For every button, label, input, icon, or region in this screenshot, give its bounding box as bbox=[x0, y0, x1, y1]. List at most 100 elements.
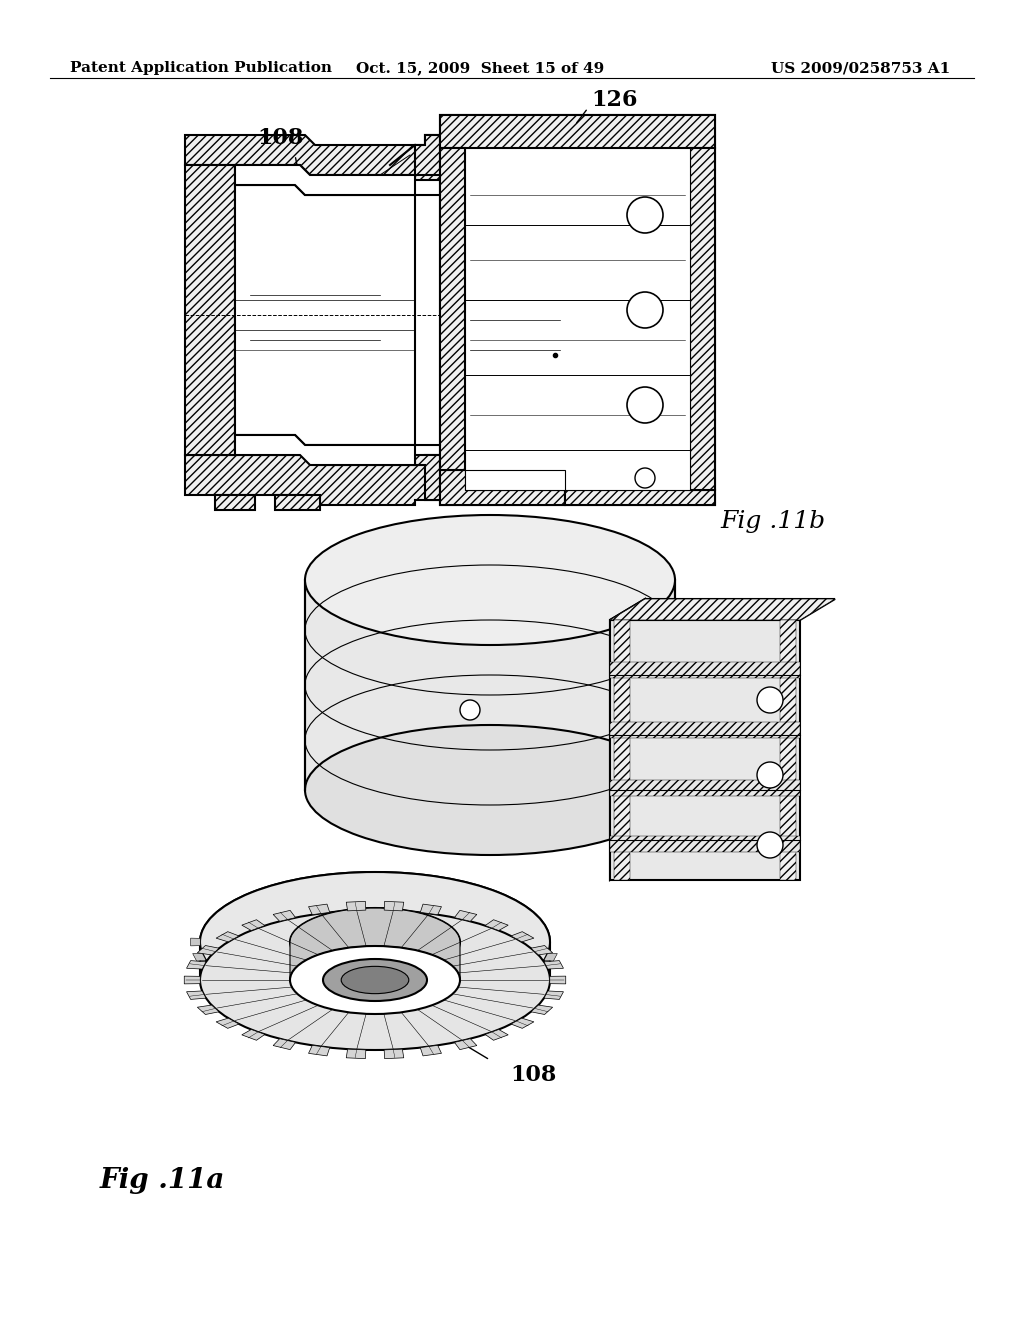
Polygon shape bbox=[544, 961, 563, 969]
Polygon shape bbox=[220, 981, 239, 989]
Polygon shape bbox=[614, 620, 630, 880]
Text: Fig .11b: Fig .11b bbox=[720, 510, 825, 533]
Polygon shape bbox=[184, 975, 201, 983]
Polygon shape bbox=[346, 902, 366, 911]
Polygon shape bbox=[610, 599, 835, 620]
Polygon shape bbox=[420, 1045, 441, 1056]
Polygon shape bbox=[440, 470, 565, 506]
Circle shape bbox=[635, 469, 655, 488]
Polygon shape bbox=[242, 920, 265, 931]
Polygon shape bbox=[384, 1011, 403, 1016]
Polygon shape bbox=[198, 945, 219, 954]
Circle shape bbox=[757, 832, 783, 858]
Polygon shape bbox=[234, 436, 415, 465]
Polygon shape bbox=[415, 455, 440, 500]
Polygon shape bbox=[308, 1045, 330, 1056]
Polygon shape bbox=[415, 135, 440, 176]
Polygon shape bbox=[186, 991, 206, 999]
Polygon shape bbox=[275, 495, 319, 510]
Polygon shape bbox=[465, 470, 565, 490]
Polygon shape bbox=[610, 599, 835, 620]
Text: US 2009/0258753 A1: US 2009/0258753 A1 bbox=[771, 61, 950, 75]
Polygon shape bbox=[384, 902, 403, 911]
Polygon shape bbox=[234, 165, 415, 195]
Polygon shape bbox=[455, 1001, 475, 1008]
Ellipse shape bbox=[200, 909, 550, 1049]
Text: Oct. 15, 2009  Sheet 15 of 49: Oct. 15, 2009 Sheet 15 of 49 bbox=[356, 61, 604, 75]
Polygon shape bbox=[274, 1001, 296, 1008]
Polygon shape bbox=[273, 911, 296, 921]
Polygon shape bbox=[193, 953, 206, 961]
Ellipse shape bbox=[323, 960, 427, 1001]
Polygon shape bbox=[610, 663, 800, 678]
Text: 108: 108 bbox=[510, 1064, 556, 1086]
Circle shape bbox=[757, 686, 783, 713]
Polygon shape bbox=[216, 932, 239, 942]
Polygon shape bbox=[530, 968, 548, 975]
Polygon shape bbox=[544, 991, 563, 999]
Polygon shape bbox=[216, 1018, 239, 1028]
Polygon shape bbox=[186, 961, 206, 969]
Polygon shape bbox=[420, 904, 441, 915]
Polygon shape bbox=[610, 780, 800, 796]
Polygon shape bbox=[308, 904, 330, 915]
Ellipse shape bbox=[341, 966, 409, 994]
Polygon shape bbox=[440, 115, 715, 148]
Circle shape bbox=[627, 292, 663, 327]
Polygon shape bbox=[485, 1030, 508, 1040]
Circle shape bbox=[627, 387, 663, 422]
Polygon shape bbox=[185, 455, 440, 506]
Polygon shape bbox=[610, 722, 800, 738]
Polygon shape bbox=[565, 490, 715, 506]
Polygon shape bbox=[198, 1005, 219, 1015]
Polygon shape bbox=[465, 148, 690, 490]
Polygon shape bbox=[610, 836, 800, 851]
Polygon shape bbox=[511, 932, 534, 942]
Polygon shape bbox=[550, 975, 565, 983]
Polygon shape bbox=[346, 1011, 366, 1016]
Polygon shape bbox=[420, 1007, 441, 1014]
Ellipse shape bbox=[290, 908, 460, 975]
Polygon shape bbox=[273, 1039, 296, 1049]
Text: 126: 126 bbox=[467, 599, 513, 620]
Polygon shape bbox=[200, 873, 550, 979]
Polygon shape bbox=[610, 599, 645, 880]
Polygon shape bbox=[245, 991, 265, 999]
Polygon shape bbox=[690, 148, 715, 490]
Polygon shape bbox=[290, 908, 460, 979]
Polygon shape bbox=[215, 495, 255, 510]
Polygon shape bbox=[234, 185, 415, 445]
Text: 126: 126 bbox=[592, 88, 638, 111]
Polygon shape bbox=[511, 981, 529, 989]
Polygon shape bbox=[185, 135, 440, 180]
Polygon shape bbox=[485, 920, 508, 931]
Polygon shape bbox=[384, 1049, 403, 1059]
Circle shape bbox=[757, 762, 783, 788]
Polygon shape bbox=[440, 115, 715, 506]
Circle shape bbox=[460, 700, 480, 719]
Polygon shape bbox=[485, 991, 506, 999]
Ellipse shape bbox=[200, 873, 550, 1012]
Text: 108: 108 bbox=[257, 127, 303, 149]
Polygon shape bbox=[530, 1005, 553, 1015]
Polygon shape bbox=[530, 945, 553, 954]
Ellipse shape bbox=[290, 946, 460, 1014]
Polygon shape bbox=[511, 1018, 534, 1028]
Polygon shape bbox=[455, 1039, 477, 1049]
Polygon shape bbox=[455, 911, 477, 921]
Polygon shape bbox=[190, 939, 201, 946]
Text: Patent Application Publication: Patent Application Publication bbox=[70, 61, 332, 75]
Polygon shape bbox=[185, 165, 234, 455]
Ellipse shape bbox=[305, 725, 675, 855]
Polygon shape bbox=[309, 1007, 330, 1014]
Polygon shape bbox=[346, 1049, 366, 1059]
Polygon shape bbox=[440, 148, 465, 470]
Polygon shape bbox=[780, 620, 796, 880]
Polygon shape bbox=[610, 620, 800, 880]
Polygon shape bbox=[242, 1030, 265, 1040]
Polygon shape bbox=[203, 968, 219, 975]
Polygon shape bbox=[544, 953, 557, 961]
Ellipse shape bbox=[305, 515, 675, 645]
Polygon shape bbox=[305, 579, 675, 789]
Text: Fig .11a: Fig .11a bbox=[100, 1167, 225, 1193]
